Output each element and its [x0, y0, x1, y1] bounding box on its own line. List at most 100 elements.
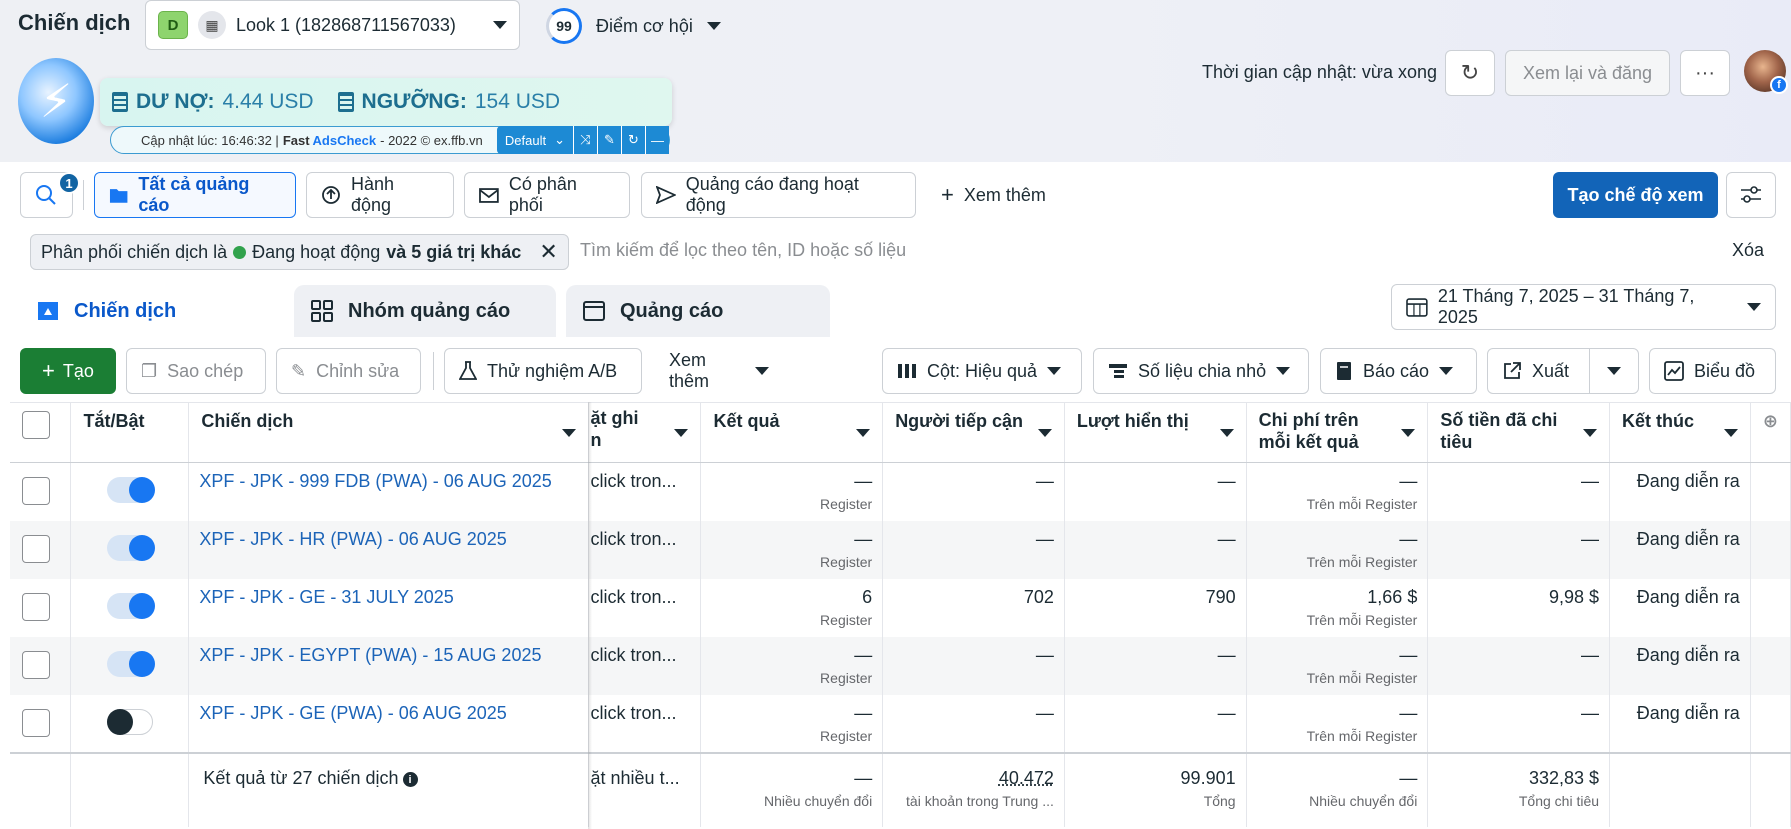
refresh-button[interactable]: ↻: [1445, 50, 1495, 96]
header-cost-per-result[interactable]: Chi phí trên mỗi kết quả: [1246, 402, 1429, 463]
table-row[interactable]: XPF - JPK - HR (PWA) - 06 AUG 2025 click …: [10, 520, 1791, 579]
campaign-link[interactable]: XPF - JPK - HR (PWA) - 06 AUG 2025: [199, 528, 507, 549]
table-row[interactable]: XPF - JPK - GE - 31 JULY 2025 click tron.…: [10, 578, 1791, 637]
campaign-link[interactable]: XPF - JPK - 999 FDB (PWA) - 06 AUG 2025: [199, 471, 552, 491]
tab-adsets[interactable]: Nhóm quảng cáo: [294, 285, 556, 337]
table-row[interactable]: XPF - JPK - 999 FDB (PWA) - 06 AUG 2025 c…: [10, 462, 1791, 521]
campaign-link[interactable]: XPF - JPK - GE - 31 JULY 2025: [199, 586, 454, 607]
date-range-picker[interactable]: 21 Tháng 7, 2025 – 31 Tháng 7, 2025: [1391, 284, 1776, 330]
toggle-knob: [128, 592, 155, 619]
create-view-button[interactable]: Tạo chế độ xem: [1553, 172, 1718, 218]
add-column-cell[interactable]: ⊕: [1750, 402, 1791, 463]
tab-campaigns[interactable]: Chiến dịch: [20, 285, 284, 337]
campaign-toggle[interactable]: [106, 534, 155, 561]
actions-see-more-button[interactable]: Xem thêm: [654, 348, 784, 394]
score-label: Điểm cơ hội: [596, 15, 693, 36]
cpr-sub: Trên mỗi Register: [1306, 553, 1418, 570]
campaign-toggle[interactable]: [106, 650, 155, 677]
select-all-checkbox[interactable]: [22, 411, 50, 439]
shuffle-icon[interactable]: ⤨: [573, 126, 597, 154]
footer-impressions-value: 99.901: [1180, 767, 1236, 788]
active-ads-button[interactable]: Quảng cáo đang hoạt động: [641, 172, 916, 218]
chevron-down-icon: [1439, 367, 1454, 375]
columns-label: Cột: Hiệu quả: [927, 360, 1038, 381]
more-options-button[interactable]: ···: [1680, 50, 1730, 96]
clear-filters-link[interactable]: Xóa: [1731, 240, 1764, 260]
row-checkbox[interactable]: [22, 592, 50, 621]
upload-circle-icon: [322, 186, 340, 204]
row-checkbox[interactable]: [22, 534, 50, 563]
sort-icon: [1037, 429, 1052, 437]
campaign-toggle[interactable]: [106, 592, 155, 619]
reports-button[interactable]: Báo cáo: [1320, 348, 1477, 394]
campaign-name-cell: XPF - JPK - 999 FDB (PWA) - 06 AUG 2025: [188, 462, 589, 521]
sort-icon: [856, 429, 871, 437]
view-settings-button[interactable]: [1726, 172, 1776, 218]
cpr-cell: — Trên mỗi Register: [1246, 520, 1429, 579]
sort-icon: [561, 429, 576, 437]
campaign-link[interactable]: XPF - JPK - EGYPT (PWA) - 15 AUG 2025: [199, 644, 542, 665]
tab-ads-label: Quảng cáo: [620, 299, 724, 322]
campaign-toggle[interactable]: [106, 477, 155, 503]
header-ends[interactable]: Kết thúc: [1609, 402, 1751, 463]
actions-button[interactable]: Hành động: [306, 172, 454, 218]
account-selector[interactable]: D ▦ Look 1 (182868711567033): [145, 0, 520, 50]
see-more-label: Xem thêm: [963, 184, 1046, 205]
see-more-button[interactable]: + Xem thêm: [926, 172, 1076, 218]
row-checkbox[interactable]: [22, 650, 50, 679]
attribution-cell: click tron...: [588, 578, 702, 637]
breakdown-button[interactable]: Số liệu chia nhỏ: [1093, 348, 1309, 394]
create-button[interactable]: + Tạo: [20, 348, 116, 394]
footer-empty: [1750, 751, 1791, 827]
duplicate-button[interactable]: ❐ Sao chép: [126, 348, 266, 394]
close-icon[interactable]: ✕: [539, 239, 558, 264]
opportunity-score[interactable]: 99 Điểm cơ hội: [546, 8, 721, 44]
header-ends-label: Kết thúc: [1622, 411, 1695, 431]
folder-icon: [109, 189, 128, 203]
columns-icon: [898, 364, 916, 378]
edit-button[interactable]: ✎ Chỉnh sửa: [276, 348, 421, 394]
header-campaign[interactable]: Chiến dịch: [188, 402, 589, 463]
table-row[interactable]: XPF - JPK - GE (PWA) - 06 AUG 2025 click …: [10, 694, 1791, 753]
export-dropdown-button[interactable]: [1589, 348, 1639, 394]
account-type-icon: ▦: [198, 11, 226, 39]
tab-ads[interactable]: Quảng cáo: [566, 285, 830, 337]
table-header-row: Tắt/Bật Chiến dịch ặt ghi n Kết quả Người…: [10, 402, 1791, 463]
results-sub: Register: [820, 669, 873, 686]
chevron-down-icon: [755, 367, 769, 375]
header-toggle[interactable]: Tắt/Bật: [70, 402, 190, 463]
chart-button[interactable]: Biểu đồ: [1649, 348, 1776, 394]
profile-select[interactable]: Default ⌄: [496, 126, 573, 154]
all-ads-button[interactable]: Tất cả quảng cáo: [94, 172, 296, 218]
refresh-icon[interactable]: ↻: [621, 126, 645, 154]
info-icon[interactable]: i: [402, 772, 418, 787]
header-reach-label: Người tiếp cận: [895, 411, 1024, 431]
flask-icon: [459, 361, 477, 380]
columns-button[interactable]: Cột: Hiệu quả: [882, 348, 1082, 394]
header-reach[interactable]: Người tiếp cận: [882, 402, 1065, 463]
table-row[interactable]: XPF - JPK - EGYPT (PWA) - 15 AUG 2025 cli…: [10, 636, 1791, 695]
review-publish-button[interactable]: Xem lại và đăng: [1505, 50, 1670, 96]
row-checkbox[interactable]: [22, 477, 50, 505]
score-ring: 99: [546, 8, 582, 44]
invoice-icon: [337, 92, 354, 112]
footer-empty: [10, 751, 72, 827]
filter-chip[interactable]: Phân phối chiến dịch là Đang hoạt động v…: [30, 234, 569, 270]
minimize-icon[interactable]: —: [645, 126, 669, 154]
edit-icon[interactable]: ✎: [597, 126, 621, 154]
delivery-button[interactable]: Có phân phối: [464, 172, 630, 218]
export-button[interactable]: Xuất: [1487, 348, 1590, 394]
header-attribution[interactable]: ặt ghi n: [588, 402, 702, 463]
row-checkbox[interactable]: [22, 708, 50, 737]
filter-search-input[interactable]: Tìm kiếm để lọc theo tên, ID hoặc số liệ…: [580, 240, 907, 260]
header-amount-spent[interactable]: Số tiền đã chi tiêu: [1427, 402, 1611, 463]
footer-reach: 40.472 tài khoản trong Trung ...: [882, 751, 1065, 827]
header-results[interactable]: Kết quả: [700, 402, 884, 463]
impressions-cell: —: [1064, 636, 1247, 695]
ab-test-button[interactable]: Thử nghiệm A/B: [444, 348, 642, 394]
campaign-link[interactable]: XPF - JPK - GE (PWA) - 06 AUG 2025: [199, 702, 507, 723]
campaign-toggle[interactable]: [106, 708, 153, 735]
threshold-label: NGƯỠNG:: [361, 90, 467, 113]
header-impressions[interactable]: Lượt hiển thị: [1064, 402, 1247, 463]
search-button[interactable]: [20, 172, 73, 218]
